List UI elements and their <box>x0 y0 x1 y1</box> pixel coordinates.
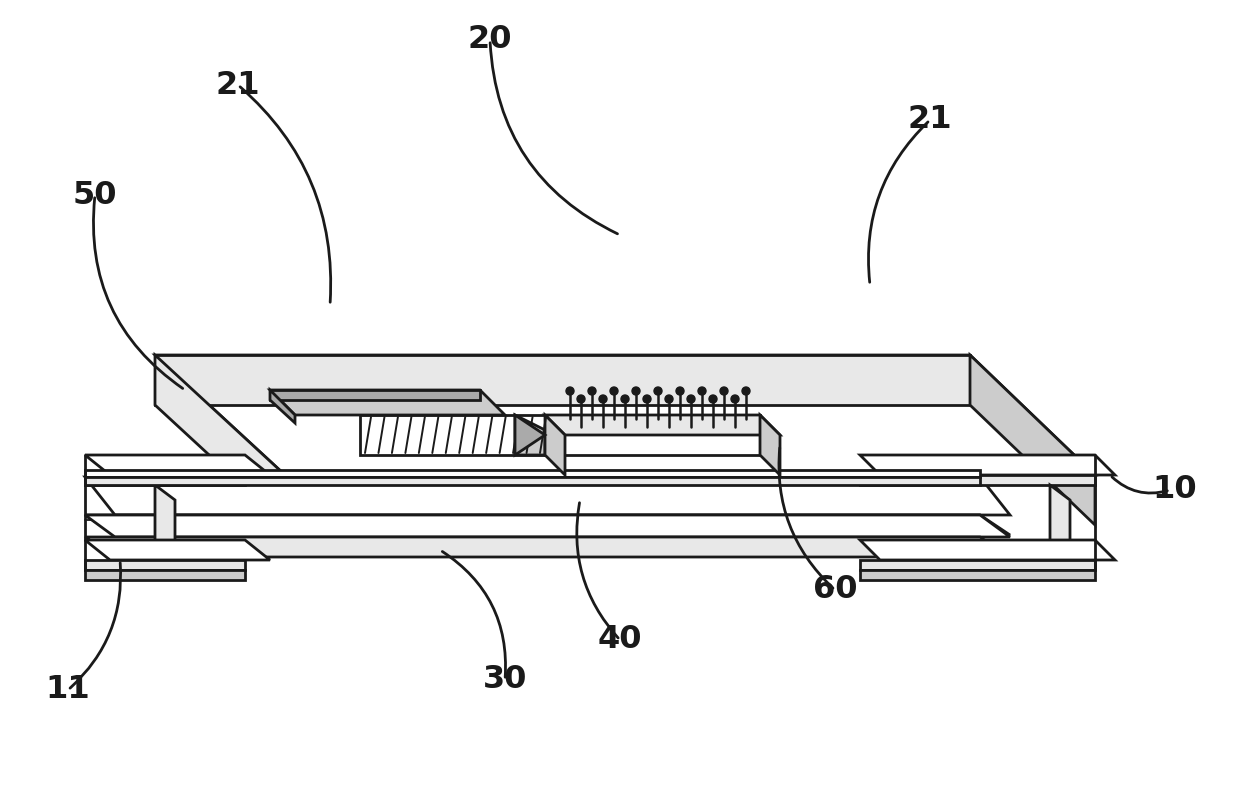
Circle shape <box>653 387 662 395</box>
Polygon shape <box>861 570 1095 580</box>
Polygon shape <box>86 560 246 570</box>
Polygon shape <box>861 540 1115 560</box>
Circle shape <box>732 395 739 403</box>
Polygon shape <box>515 415 546 455</box>
Text: 21: 21 <box>908 104 952 136</box>
Polygon shape <box>861 475 1095 485</box>
Polygon shape <box>546 415 565 475</box>
Circle shape <box>676 387 684 395</box>
Circle shape <box>687 395 694 403</box>
Polygon shape <box>86 570 246 580</box>
Text: 20: 20 <box>467 24 512 56</box>
Circle shape <box>610 387 618 395</box>
Polygon shape <box>86 537 1011 557</box>
FancyArrowPatch shape <box>1112 477 1167 493</box>
Polygon shape <box>86 477 1011 515</box>
FancyArrowPatch shape <box>868 122 928 283</box>
Circle shape <box>588 387 596 395</box>
Polygon shape <box>86 515 1011 535</box>
Polygon shape <box>86 477 980 485</box>
Text: 40: 40 <box>598 625 642 655</box>
Circle shape <box>720 387 728 395</box>
FancyArrowPatch shape <box>577 502 618 638</box>
Polygon shape <box>970 355 1095 525</box>
Circle shape <box>599 395 608 403</box>
Circle shape <box>742 387 750 395</box>
Polygon shape <box>270 390 295 423</box>
Polygon shape <box>86 475 246 485</box>
Polygon shape <box>861 560 1095 570</box>
Polygon shape <box>546 415 760 455</box>
Circle shape <box>632 387 640 395</box>
FancyArrowPatch shape <box>93 198 182 389</box>
Polygon shape <box>86 470 980 477</box>
Circle shape <box>621 395 629 403</box>
Polygon shape <box>155 355 285 525</box>
FancyArrowPatch shape <box>490 42 618 234</box>
Polygon shape <box>546 415 780 435</box>
Polygon shape <box>155 355 1095 475</box>
Text: 60: 60 <box>812 575 857 605</box>
FancyArrowPatch shape <box>71 563 120 688</box>
Polygon shape <box>760 415 780 475</box>
Polygon shape <box>1050 485 1070 560</box>
Circle shape <box>698 387 706 395</box>
Circle shape <box>577 395 585 403</box>
Polygon shape <box>360 415 546 455</box>
Text: 11: 11 <box>46 674 91 706</box>
FancyArrowPatch shape <box>443 552 506 677</box>
Text: 50: 50 <box>73 180 118 210</box>
Polygon shape <box>86 540 270 560</box>
Polygon shape <box>155 355 970 405</box>
FancyArrowPatch shape <box>241 87 331 302</box>
Polygon shape <box>86 515 1011 537</box>
Polygon shape <box>270 390 480 400</box>
Text: 10: 10 <box>1153 474 1198 506</box>
Circle shape <box>665 395 673 403</box>
Polygon shape <box>86 455 270 475</box>
Circle shape <box>709 395 717 403</box>
Polygon shape <box>270 390 505 415</box>
Polygon shape <box>515 415 546 455</box>
Polygon shape <box>861 455 1115 475</box>
FancyArrowPatch shape <box>779 447 833 588</box>
Text: 21: 21 <box>216 70 260 100</box>
Polygon shape <box>155 485 175 560</box>
Text: 30: 30 <box>482 664 527 696</box>
Circle shape <box>644 395 651 403</box>
Circle shape <box>565 387 574 395</box>
